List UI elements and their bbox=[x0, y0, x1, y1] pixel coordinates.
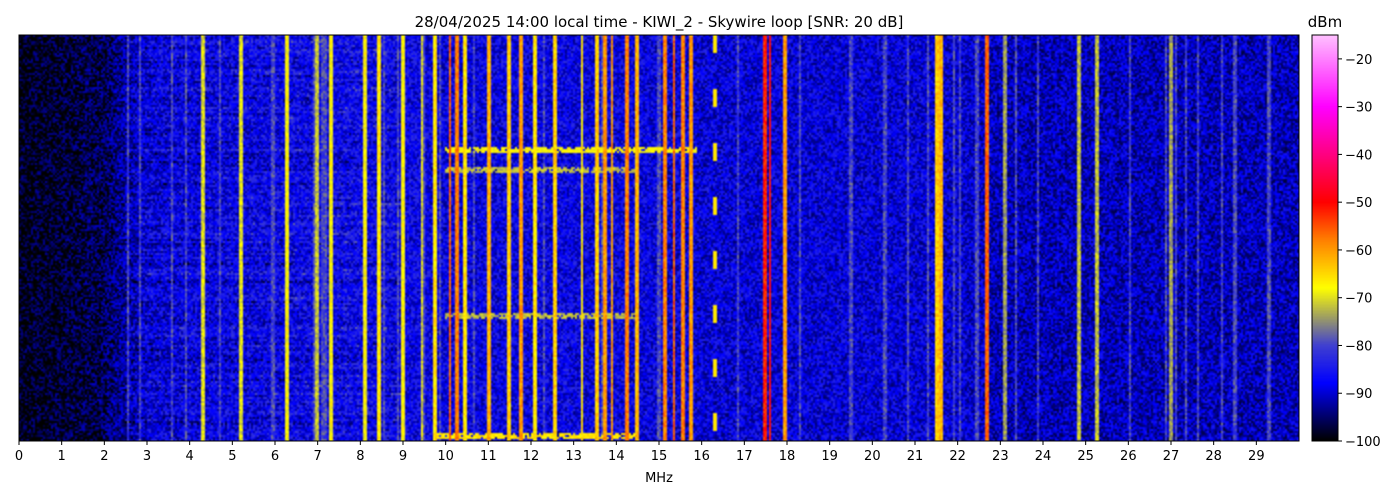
x-tick-label: 19 bbox=[821, 449, 838, 464]
x-tick-label: 17 bbox=[736, 449, 753, 464]
x-tick-label: 6 bbox=[271, 449, 279, 464]
x-tick-label: 13 bbox=[565, 449, 582, 464]
x-tick-label: 22 bbox=[949, 449, 966, 464]
colorbar-tick-label: −90 bbox=[1345, 387, 1372, 402]
x-tick-label: 8 bbox=[356, 449, 364, 464]
colorbar-axis: −20 −30 −40 −50 −60 −70 −80 −90 −100 bbox=[1338, 53, 1381, 450]
x-tick-label: 14 bbox=[608, 449, 625, 464]
x-tick-label: 26 bbox=[1120, 449, 1137, 464]
x-tick-label: 15 bbox=[651, 449, 668, 464]
x-tick-label: 27 bbox=[1163, 449, 1180, 464]
colorbar-tick-label: −40 bbox=[1345, 148, 1372, 163]
x-tick-label: 11 bbox=[480, 449, 497, 464]
colorbar-tick-label: −100 bbox=[1345, 435, 1381, 450]
x-tick-label: 20 bbox=[864, 449, 881, 464]
x-axis: 0 1 2 3 4 5 6 7 8 9 10 11 12 13 14 15 16 17 18 19 20 21 22 23 24… bbox=[15, 441, 1265, 464]
colorbar-tick-label: −60 bbox=[1345, 244, 1372, 259]
x-tick-label: 23 bbox=[992, 449, 1009, 464]
x-tick-label: 24 bbox=[1035, 449, 1052, 464]
x-tick-label: 3 bbox=[143, 449, 151, 464]
colorbar-tick-label: −20 bbox=[1345, 53, 1372, 68]
colorbar-label: dBm bbox=[1308, 13, 1342, 31]
x-tick-label: 29 bbox=[1248, 449, 1265, 464]
x-tick-label: 10 bbox=[437, 449, 454, 464]
colorbar-gradient bbox=[1312, 35, 1338, 441]
colorbar-tick-label: −50 bbox=[1345, 196, 1372, 211]
colorbar-tick-label: −70 bbox=[1345, 292, 1372, 307]
x-tick-label: 7 bbox=[314, 449, 322, 464]
x-tick-label: 16 bbox=[693, 449, 710, 464]
x-tick-label: 1 bbox=[58, 449, 66, 464]
chart-title: 28/04/2025 14:00 local time - KIWI_2 - S… bbox=[415, 13, 904, 32]
x-tick-label: 21 bbox=[907, 449, 924, 464]
x-tick-label: 5 bbox=[228, 449, 236, 464]
x-tick-label: 2 bbox=[100, 449, 108, 464]
x-tick-label: 25 bbox=[1077, 449, 1094, 464]
colorbar-tick-label: −80 bbox=[1345, 339, 1372, 354]
x-tick-label: 4 bbox=[186, 449, 194, 464]
x-tick-label: 28 bbox=[1205, 449, 1222, 464]
x-tick-label: 12 bbox=[523, 449, 540, 464]
colorbar-tick-label: −30 bbox=[1345, 101, 1372, 116]
x-tick-label: 18 bbox=[779, 449, 796, 464]
waterfall-plot bbox=[19, 35, 1299, 441]
x-tick-label: 9 bbox=[399, 449, 407, 464]
x-axis-label: MHz bbox=[645, 471, 673, 486]
x-tick-label: 0 bbox=[15, 449, 23, 464]
